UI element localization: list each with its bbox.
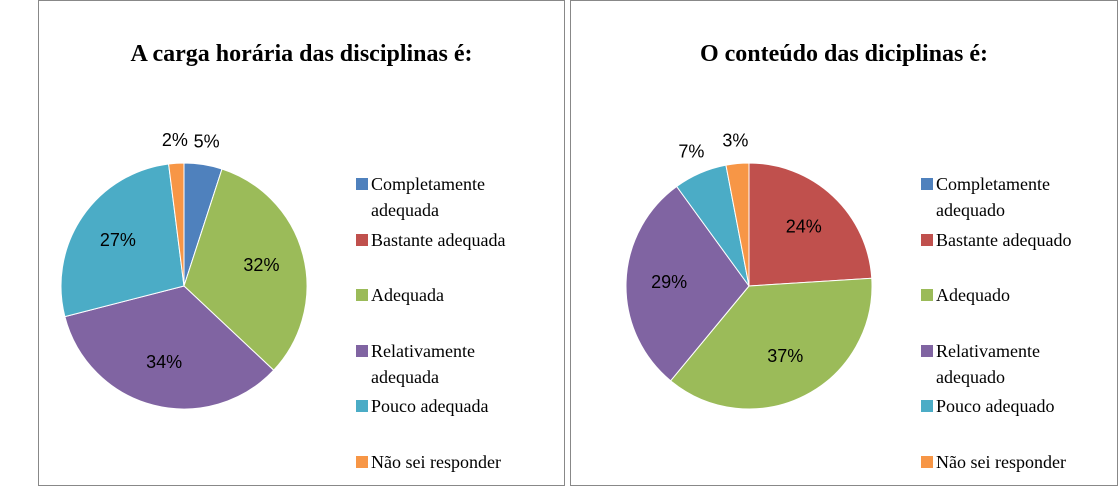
pie-slice bbox=[669, 277, 873, 410]
pie-slice bbox=[748, 162, 873, 287]
data-label: 2% bbox=[162, 130, 188, 150]
legend-swatch bbox=[921, 456, 933, 468]
legend-swatch bbox=[356, 289, 368, 302]
legend-label: Não sei responder bbox=[371, 452, 501, 472]
legend-item: Completamente adequado bbox=[921, 171, 1101, 223]
data-label: 7% bbox=[678, 142, 704, 162]
legend-label: Relativamente adequada bbox=[371, 340, 475, 387]
legend-swatch bbox=[921, 400, 933, 413]
legend-label: Bastante adequada bbox=[371, 229, 506, 250]
pie: 5% 32% 34% 27% 2% bbox=[60, 130, 308, 410]
legend-swatch bbox=[921, 289, 933, 302]
legend-swatch bbox=[921, 344, 933, 357]
pie-slice bbox=[625, 185, 750, 382]
legend-swatch bbox=[356, 400, 368, 413]
legend-item: Bastante adequado bbox=[921, 227, 1101, 253]
legend-item: Relativamente adequado bbox=[921, 338, 1101, 390]
legend-swatch bbox=[356, 456, 368, 468]
legend-swatch bbox=[356, 233, 368, 246]
legend-item: Pouco adequado bbox=[921, 393, 1101, 419]
legend-label: Pouco adequada bbox=[371, 396, 489, 417]
legend-label: Não sei responder bbox=[936, 452, 1066, 472]
chart-title: A carga horária das disciplinas é: bbox=[130, 41, 473, 67]
legend-item: Adequada bbox=[356, 282, 536, 308]
panel: O conteúdo das diciplinas é: 24% 37% 29% 7% 3… bbox=[570, 0, 1118, 486]
pie-slice bbox=[60, 163, 185, 318]
legend-label: Bastante adequado bbox=[936, 229, 1072, 250]
legend-swatch bbox=[921, 178, 933, 190]
legend-item: Pouco adequada bbox=[356, 393, 536, 419]
data-label: 29% bbox=[651, 272, 687, 292]
pie-slice bbox=[168, 162, 185, 287]
data-label: 37% bbox=[767, 346, 803, 366]
panel: A carga horária das disciplinas é: 5% 32% 3… bbox=[38, 0, 565, 486]
pie-slice bbox=[725, 162, 750, 287]
data-label: 34% bbox=[146, 352, 182, 372]
legend-swatch bbox=[356, 344, 368, 357]
legend-label: Completamente adequada bbox=[371, 174, 485, 220]
legend-item: Relativamente adequada bbox=[356, 338, 536, 390]
data-label: 5% bbox=[194, 132, 220, 152]
pie-slice bbox=[64, 285, 275, 410]
legend-item: Completamente adequada bbox=[356, 171, 536, 223]
legend-swatch bbox=[356, 178, 368, 190]
legend-item: Não sei responder bbox=[921, 449, 1101, 475]
pie-slice bbox=[183, 168, 308, 371]
pie: 24% 37% 29% 7% 3% bbox=[625, 130, 873, 410]
legend-label: Adequado bbox=[936, 285, 1010, 306]
data-label: 32% bbox=[243, 255, 279, 275]
data-label: 24% bbox=[786, 216, 822, 236]
data-label: 27% bbox=[100, 230, 136, 250]
legend-label: Relativamente adequado bbox=[936, 340, 1040, 387]
legend-swatch bbox=[921, 233, 933, 246]
chart-title: O conteúdo das diciplinas é: bbox=[699, 41, 989, 67]
legend-item: Adequado bbox=[921, 282, 1101, 308]
legend-item: Não sei responder bbox=[356, 449, 536, 475]
legend-label: Completamente adequado bbox=[936, 174, 1050, 220]
legend-item: Bastante adequada bbox=[356, 227, 536, 253]
legend-label: Pouco adequado bbox=[936, 396, 1055, 417]
legend-label: Adequada bbox=[371, 285, 444, 306]
data-label: 3% bbox=[722, 130, 748, 150]
